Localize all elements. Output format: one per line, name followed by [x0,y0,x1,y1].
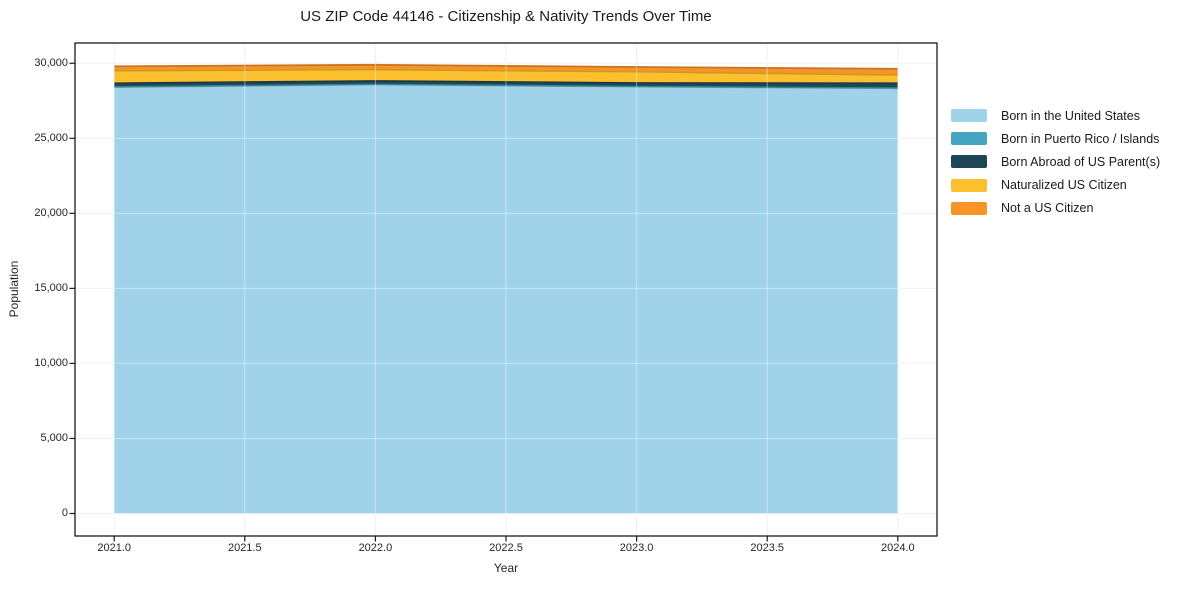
legend-item: Not a US Citizen [951,197,1160,220]
y-tick-label: 0 [61,506,68,519]
y-tick-label: 15,000 [34,281,68,294]
legend-swatch [951,201,987,215]
area-edge [114,83,898,89]
x-axis-label: Year [493,561,519,575]
legend-item: Naturalized US Citizen [951,174,1160,197]
y-tick-label: 10,000 [34,356,68,369]
chart-title: US ZIP Code 44146 - Citizenship & Nativi… [300,8,712,25]
legend-swatch [951,132,987,146]
legend-label: Born in the United States [1001,108,1140,123]
legend-label: Born in Puerto Rico / Islands [1001,131,1160,146]
legend-label: Naturalized US Citizen [1001,178,1127,193]
legend: Born in the United States Born in Puerto … [951,104,1160,220]
x-tick-label: 2022.5 [489,542,523,554]
x-tick-label: 2024.0 [880,542,915,554]
area-edge [114,80,898,84]
legend-swatch [951,155,987,169]
y-tick-label: 30,000 [34,56,68,69]
x-tick-label: 2023.0 [619,542,654,554]
y-tick-label: 20,000 [34,206,68,219]
legend-swatch [951,109,987,123]
area-edge [114,63,898,70]
y-tick-label: 5,000 [40,431,68,444]
y-tick-label: 25,000 [34,131,68,144]
legend-label: Born Abroad of US Parent(s) [1001,154,1161,169]
x-tick-label: 2022.0 [358,542,393,554]
legend-item: Born in Puerto Rico / Islands [951,127,1160,150]
x-tick-label: 2021.0 [97,542,131,554]
area-edge [114,69,898,76]
legend-item: Born Abroad of US Parent(s) [951,150,1160,173]
x-tick-label: 2023.5 [750,542,785,554]
legend-item: Born in the United States [951,104,1160,127]
area-layer [114,84,898,514]
legend-label: Not a US Citizen [1001,201,1094,216]
legend-swatch [951,178,987,192]
x-tick-label: 2021.5 [227,542,262,554]
